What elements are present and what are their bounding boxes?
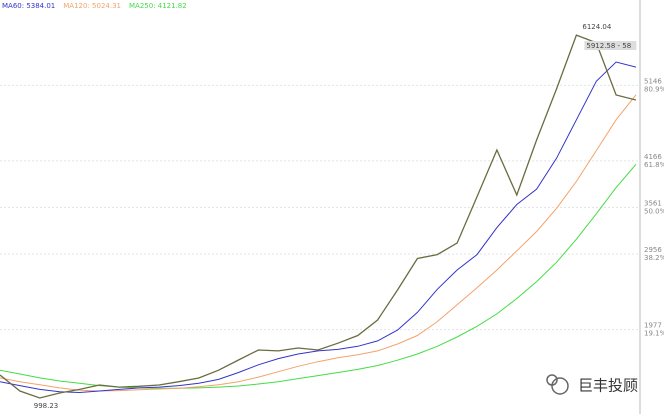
y-tick-label: 5146 xyxy=(644,77,662,85)
watermark-icon xyxy=(551,377,569,395)
watermark-text: 巨丰投顾 xyxy=(578,377,638,395)
level-label: 80.9% xyxy=(644,85,664,93)
level-label: 61.8% xyxy=(644,161,664,169)
level-label: 19.1% xyxy=(644,330,664,338)
series-line xyxy=(0,61,637,394)
level-label: 50.0% xyxy=(644,208,664,216)
watermark-icon xyxy=(546,374,558,386)
watermark: 巨丰投顾 xyxy=(546,374,638,395)
y-tick-label: 4166 xyxy=(644,153,662,161)
y-tick-label: 2956 xyxy=(644,246,662,254)
annotation-low: 998.23 xyxy=(34,402,59,410)
annotation-box xyxy=(584,41,637,51)
level-label: 38.2% xyxy=(644,254,664,262)
annotation-high: 6124.04 xyxy=(582,23,611,31)
annotation-range: 5912.58 - 58 xyxy=(586,42,631,50)
y-tick-label: 3561 xyxy=(644,200,662,208)
legend-entry: MA60: 5384.01 xyxy=(2,2,55,10)
y-tick-label: 1977 xyxy=(644,322,662,330)
legend-entry: MA120: 5024.31 xyxy=(63,2,121,10)
legend-entry: MA250: 4121.82 xyxy=(129,2,187,10)
series-line xyxy=(0,34,637,399)
